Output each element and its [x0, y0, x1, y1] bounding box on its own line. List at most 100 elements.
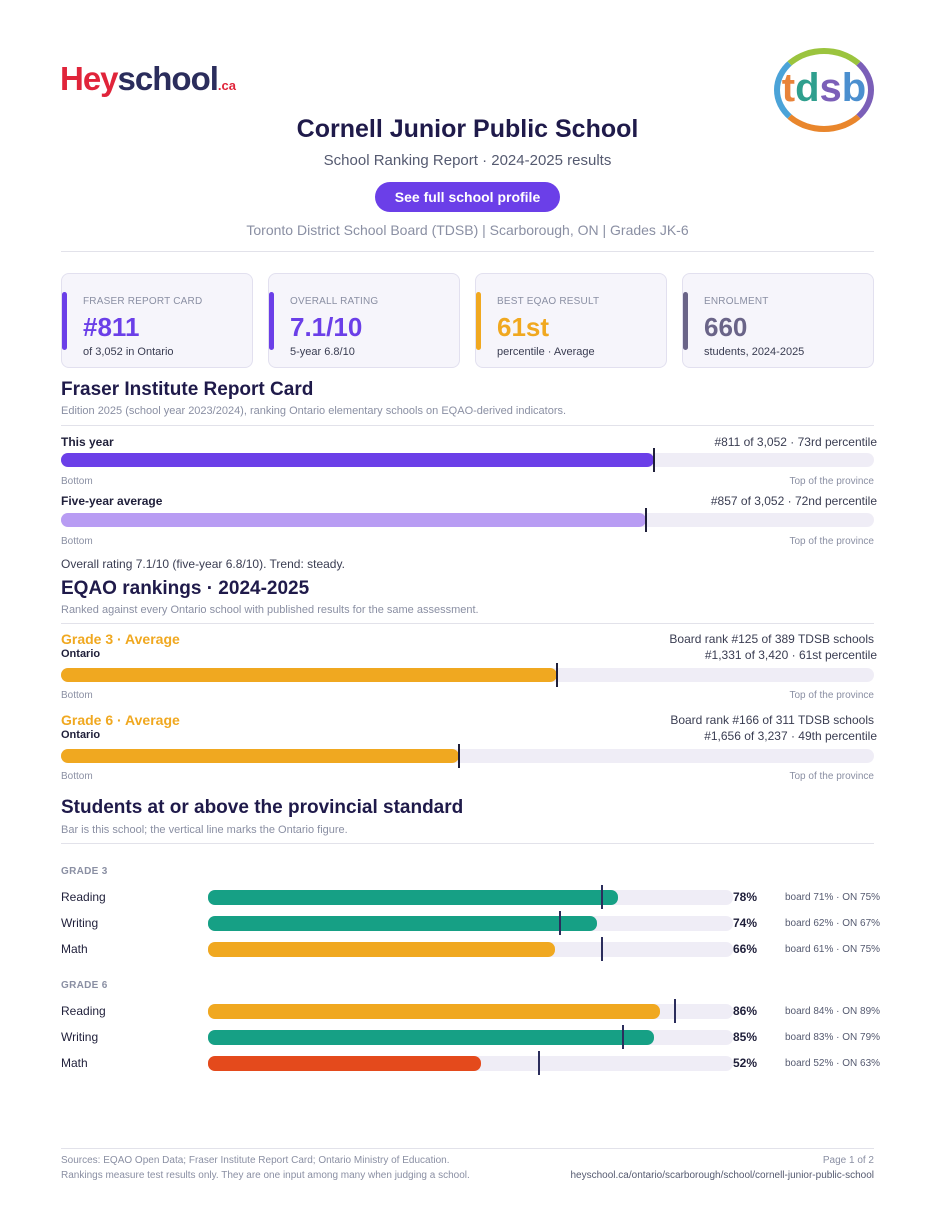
fraser-bar-marker: [645, 508, 648, 532]
eqao-note: Ranked against every Ontario school with…: [61, 604, 479, 616]
eqao-board-rank: Board rank #125 of 389 TDSB schools: [669, 632, 874, 646]
divider: [61, 1148, 874, 1149]
ontario-marker: [600, 885, 603, 909]
divider: [61, 251, 874, 252]
card-overall-rating: OVERALL RATING 7.1/10 5-year 6.8/10: [268, 273, 460, 368]
logo-ca-text: .ca: [217, 78, 236, 93]
fraser-bar-five-year: [61, 508, 874, 532]
eqao-bar-marker: [555, 663, 558, 687]
card-value: 660: [704, 312, 748, 342]
standard-percent: 74%: [733, 916, 758, 930]
tdsb-logo-word: tdsb: [781, 66, 867, 110]
eqao-bar-fill: [61, 668, 557, 682]
card-label: BEST EQAO RESULT: [497, 296, 600, 307]
logo-hey-text: Hey: [60, 60, 119, 97]
card-accent: [683, 292, 688, 350]
card-accent: [476, 292, 481, 350]
school-meta: Toronto District School Board (TDSB) | S…: [246, 222, 689, 238]
standard-bar-fill: [208, 916, 597, 931]
eqao-bar-grade-6: [61, 744, 874, 768]
ontario-marker: [600, 937, 603, 961]
see-full-profile-button[interactable]: See full school profile: [375, 182, 560, 212]
standard-bar-fill: [208, 1004, 660, 1019]
card-label: OVERALL RATING: [290, 296, 379, 307]
eqao-scope: Ontario: [61, 648, 101, 660]
standard-compare: board 61% · ON 75%: [785, 944, 881, 955]
logo-school-text: school: [117, 60, 219, 97]
standard-compare: board 84% · ON 89%: [785, 1006, 881, 1017]
card-label: FRASER REPORT CARD: [83, 296, 203, 307]
fraser-row-rank: #811 of 3,052 · 73rd percentile: [714, 435, 877, 449]
bottom-label: Bottom: [61, 690, 93, 701]
ontario-marker: [674, 999, 677, 1023]
card-best-eqao: BEST EQAO RESULT 61st percentile · Avera…: [475, 273, 667, 368]
top-label: Top of the province: [789, 771, 875, 782]
eqao-prov-rank: #1,331 of 3,420 · 61st percentile: [704, 648, 877, 662]
card-sub: percentile · Average: [497, 346, 595, 358]
footer-url[interactable]: heyschool.ca/ontario/scarborough/school/…: [570, 1170, 875, 1181]
card-sub: of 3,052 in Ontario: [83, 346, 174, 358]
standard-bar-fill: [208, 1056, 481, 1071]
ontario-marker: [558, 911, 561, 935]
heyschool-logo[interactable]: Heyschool.ca: [60, 60, 236, 98]
standard-percent: 78%: [733, 890, 758, 904]
page-title: Cornell Junior Public School: [296, 115, 639, 143]
standard-bar: [208, 1025, 733, 1049]
subject-label: Reading: [61, 1004, 106, 1018]
bottom-label: Bottom: [61, 771, 93, 782]
tdsb-logo: tdsb: [774, 48, 874, 132]
standards-note: Bar is this school; the vertical line ma…: [61, 824, 348, 836]
top-label: Top of the province: [789, 690, 875, 701]
standard-bar: [208, 911, 733, 935]
subject-label: Math: [61, 1056, 88, 1070]
eqao-prov-rank: #1,656 of 3,237 · 49th percentile: [704, 729, 877, 743]
card-sub: 5-year 6.8/10: [290, 346, 355, 358]
subject-label: Writing: [61, 1030, 99, 1044]
footer-sources: Sources: EQAO Open Data; Fraser Institut…: [61, 1155, 450, 1166]
standard-bar: [208, 885, 733, 909]
fraser-row-rank: #857 of 3,052 · 72nd percentile: [710, 494, 877, 508]
standard-compare: board 71% · ON 75%: [785, 892, 881, 903]
fraser-summary: Overall rating 7.1/10 (five-year 6.8/10)…: [61, 557, 345, 571]
fraser-note: Edition 2025 (school year 2023/2024), ra…: [61, 405, 567, 417]
bottom-label: Bottom: [61, 536, 93, 547]
divider: [61, 425, 874, 426]
card-accent: [62, 292, 67, 350]
standard-compare: board 52% · ON 63%: [785, 1058, 881, 1069]
subject-label: Math: [61, 942, 88, 956]
standard-percent: 66%: [733, 942, 758, 956]
card-value: 7.1/10: [290, 312, 363, 342]
footer-page: Page 1 of 2: [822, 1155, 874, 1166]
fraser-bar-fill: [61, 513, 647, 527]
card-enrolment: ENROLMENT 660 students, 2024-2025: [682, 273, 874, 368]
page-subtitle: School Ranking Report · 2024-2025 result…: [323, 152, 612, 169]
fraser-bar-fill: [61, 453, 655, 467]
eqao-heading: EQAO rankings · 2024-2025: [61, 578, 310, 599]
fraser-row-label: Five-year average: [61, 494, 163, 508]
subject-label: Writing: [61, 916, 99, 930]
standard-bar-fill: [208, 890, 618, 905]
standard-bar-fill: [208, 942, 555, 957]
standard-bar: [208, 999, 733, 1023]
tdsb-logo-ring: [774, 48, 874, 132]
card-label: ENROLMENT: [704, 296, 769, 307]
top-label: Top of the province: [789, 476, 875, 487]
fraser-heading: Fraser Institute Report Card: [61, 379, 314, 400]
eqao-bar-grade-3: [61, 663, 874, 687]
card-fraser-rank: FRASER REPORT CARD #811 of 3,052 in Onta…: [61, 273, 253, 368]
fraser-bar-marker: [653, 448, 656, 472]
eqao-grade-label: Grade 6 · Average: [61, 712, 180, 728]
subject-label: Reading: [61, 890, 106, 904]
standard-percent: 85%: [733, 1030, 758, 1044]
standard-compare: board 83% · ON 79%: [785, 1032, 881, 1043]
bottom-label: Bottom: [61, 476, 93, 487]
standards-group-label: GRADE 3: [61, 866, 108, 877]
fraser-bar-this-year: [61, 448, 874, 472]
eqao-bar-marker: [458, 744, 461, 768]
ontario-marker: [621, 1025, 624, 1049]
footer-disclaimer: Rankings measure test results only. They…: [61, 1170, 470, 1181]
card-value: 61st: [497, 312, 550, 342]
standard-percent: 86%: [733, 1004, 758, 1018]
eqao-bar-fill: [61, 749, 460, 763]
card-value: #811: [83, 312, 140, 342]
